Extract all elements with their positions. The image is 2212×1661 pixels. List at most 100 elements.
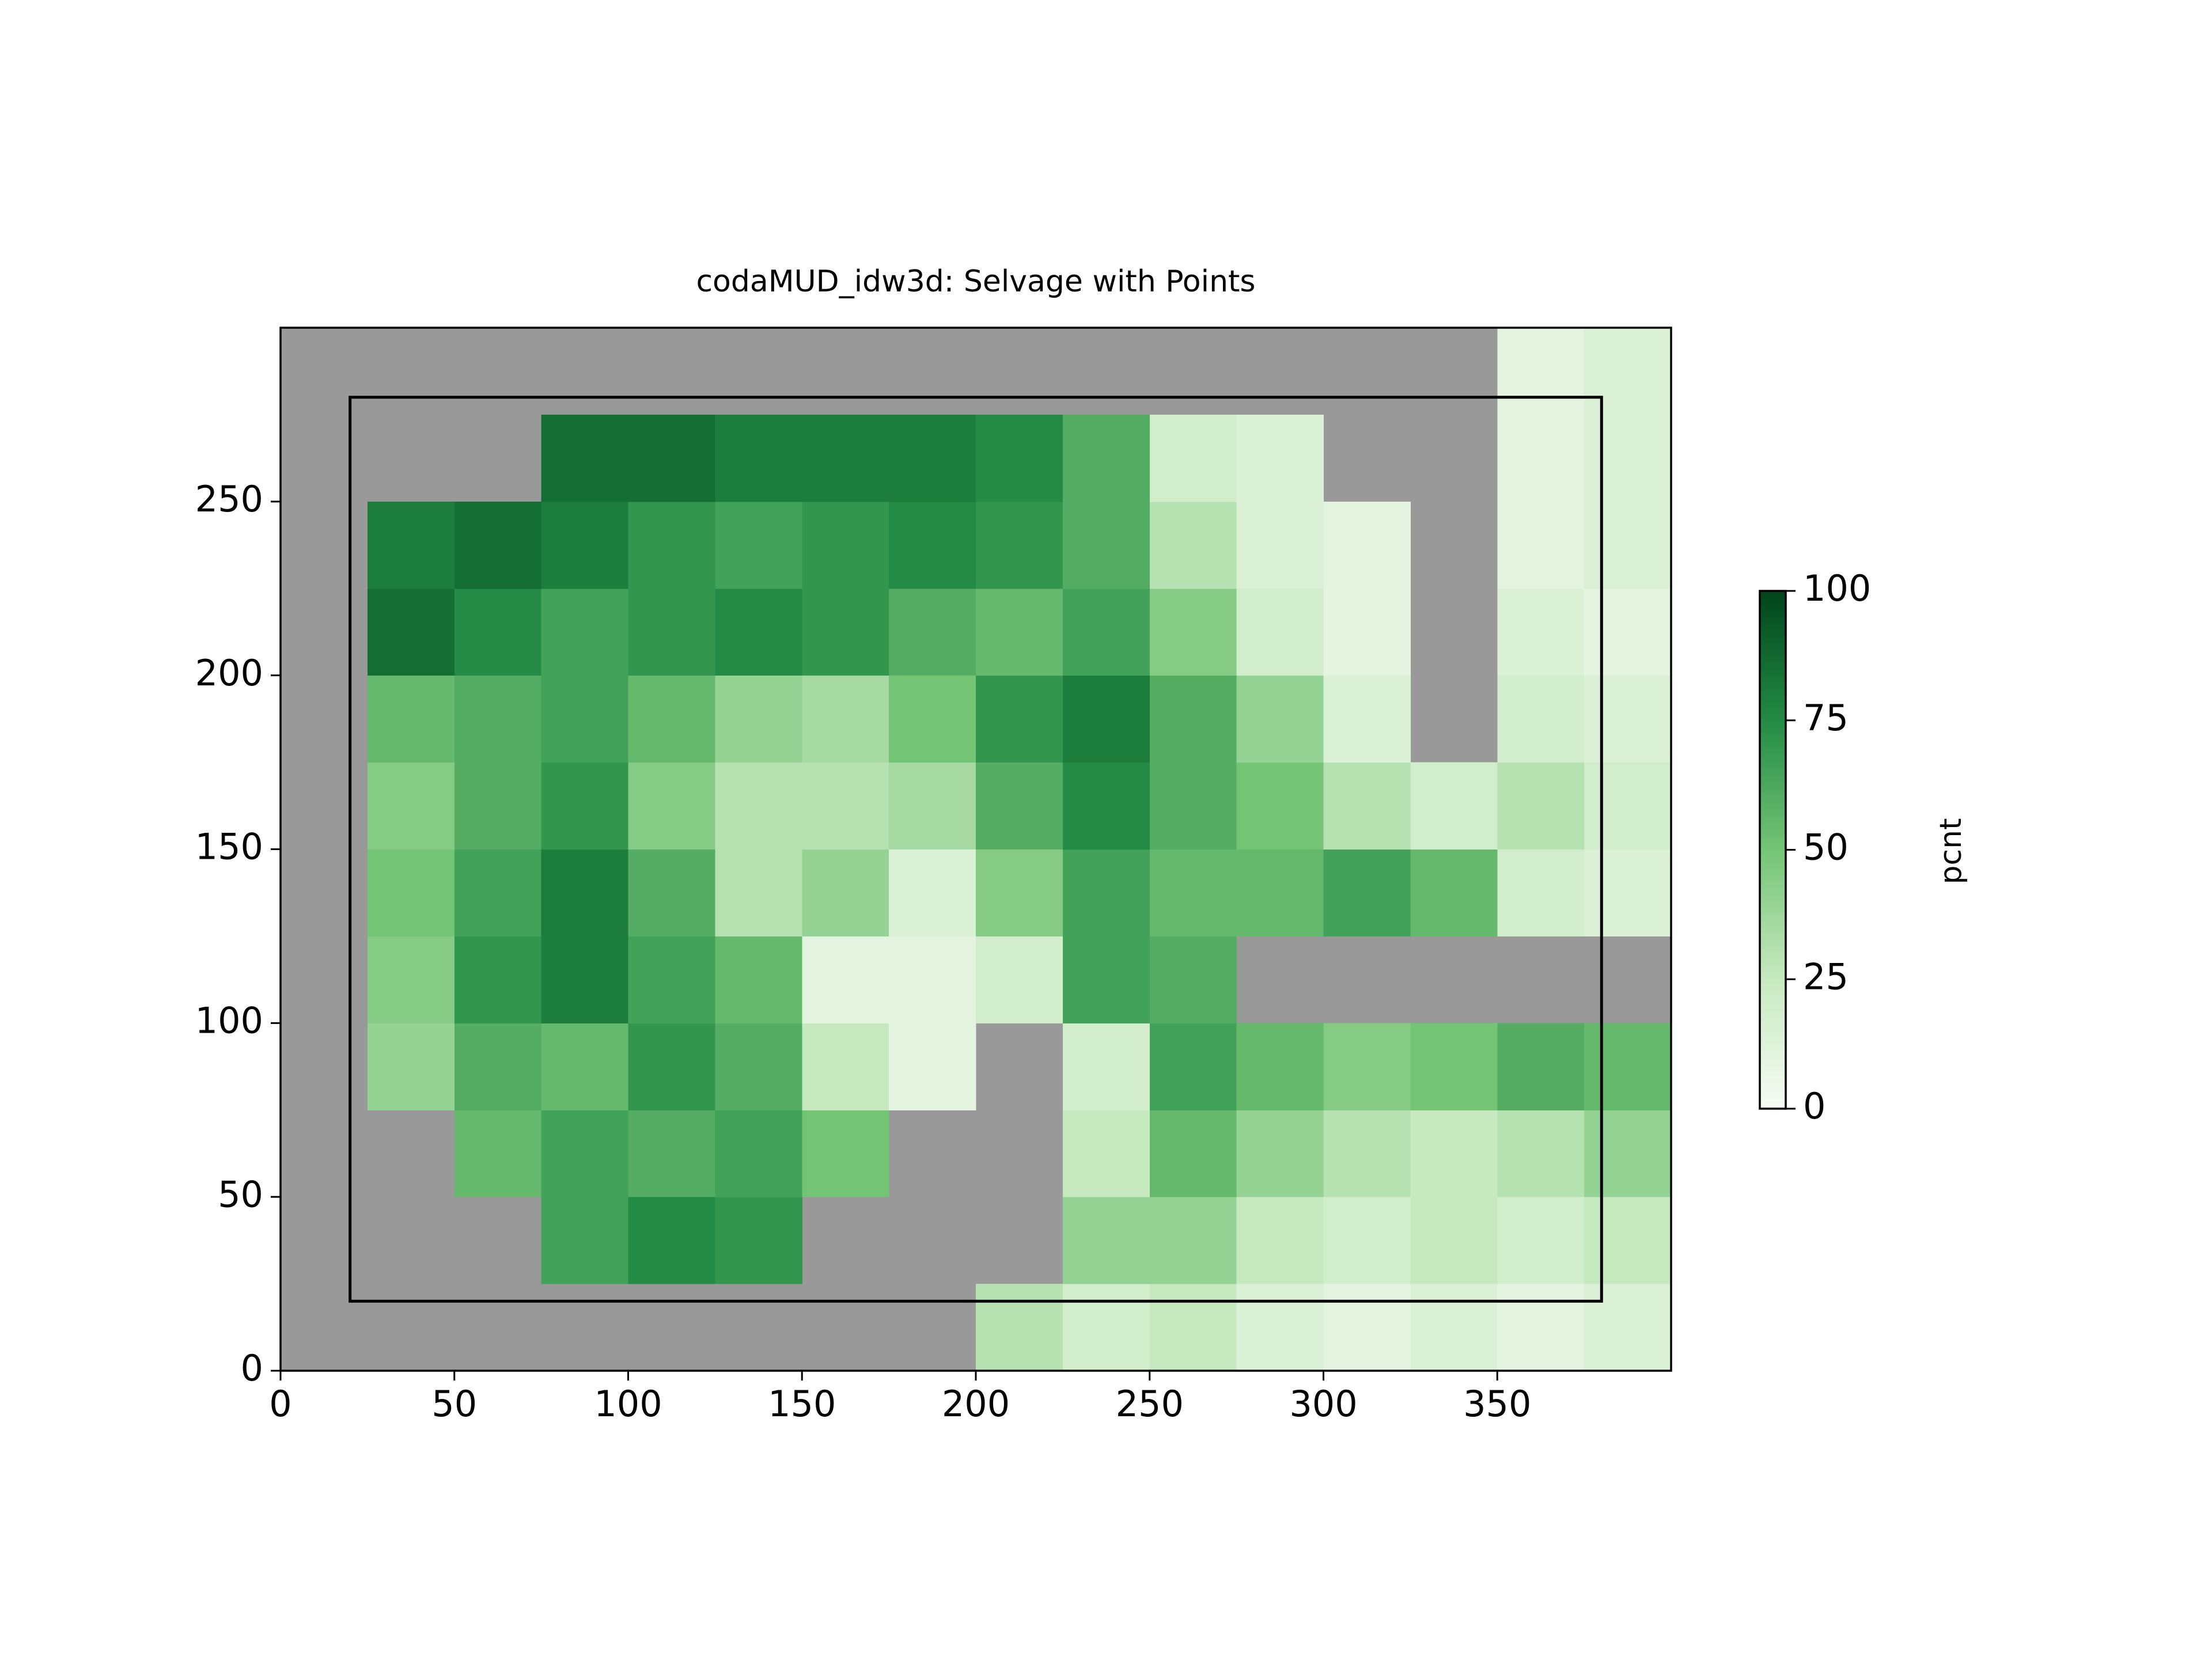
x-tick-label: 0 (269, 1383, 291, 1425)
heatmap-cell (1410, 762, 1498, 850)
heatmap-cell (1497, 501, 1585, 589)
heatmap-cell (715, 501, 802, 589)
heatmap-cell (802, 675, 889, 763)
heatmap-cell (1062, 501, 1150, 589)
heatmap-cell (1236, 588, 1324, 676)
heatmap-cell (1149, 675, 1237, 763)
chart-title: codaMUD_idw3d: Selvage with Points (696, 264, 1255, 299)
heatmap-cell (1149, 1284, 1237, 1371)
heatmap-cell (1236, 849, 1324, 936)
heatmap-cell (1062, 1023, 1150, 1110)
heatmap-cell (1062, 414, 1150, 502)
heatmap-cell (367, 936, 455, 1023)
heatmap-cell (1497, 1197, 1585, 1284)
heatmap-cell (541, 936, 628, 1023)
heatmap-cell (1236, 762, 1324, 850)
heatmap-cell (628, 1110, 715, 1197)
heatmap-cell (1497, 762, 1585, 850)
heatmap-cell (802, 1023, 889, 1110)
heatmap-cell (1584, 1110, 1672, 1197)
heatmap-cell (802, 414, 889, 502)
heatmap-cell (889, 936, 976, 1023)
y-tick-label: 150 (195, 826, 263, 868)
x-tick-label: 150 (768, 1383, 836, 1425)
heatmap-cell (1062, 675, 1150, 763)
colorbar-tick-label: 25 (1803, 955, 1849, 998)
heatmap-cell (1584, 849, 1672, 936)
heatmap-cell (1584, 328, 1672, 415)
heatmap-cell (628, 762, 715, 850)
y-tick-label: 0 (241, 1347, 263, 1389)
heatmap-cell (715, 762, 802, 850)
heatmap-cell (1236, 1110, 1324, 1197)
heatmap-cell (1149, 1110, 1237, 1197)
x-tick-label: 250 (1116, 1383, 1184, 1425)
x-tick-label: 100 (594, 1383, 662, 1425)
heatmap-cell (1323, 1284, 1411, 1371)
x-tick-label: 200 (942, 1383, 1010, 1425)
heatmap-cell (367, 849, 455, 936)
heatmap-cell (1236, 1197, 1324, 1284)
heatmap-cell (454, 675, 542, 763)
heatmap-cell (628, 1197, 715, 1284)
heatmap-cell (628, 675, 715, 763)
heatmap-cell (1584, 675, 1672, 763)
heatmap-cell (541, 675, 628, 763)
y-tick-label: 100 (195, 999, 263, 1041)
heatmap-cell (1323, 1023, 1411, 1110)
heatmap-cell (367, 762, 455, 850)
heatmap-cell (1323, 762, 1411, 850)
annotation-box (349, 396, 1603, 1303)
heatmap-cell (1323, 1110, 1411, 1197)
heatmap-cell (715, 1110, 802, 1197)
heatmap-cell (715, 936, 802, 1023)
heatmap-cell (802, 936, 889, 1023)
heatmap-cell (1410, 1284, 1498, 1371)
x-tick-label: 50 (431, 1383, 477, 1425)
heatmap-cell (628, 849, 715, 936)
heatmap-cell (715, 675, 802, 763)
heatmap-cell (889, 849, 976, 936)
heatmap-cell (1149, 936, 1237, 1023)
heatmap-cell (1497, 1023, 1585, 1110)
heatmap-cell (1062, 762, 1150, 850)
heatmap-cell (1497, 328, 1585, 415)
heatmap-cell (541, 501, 628, 589)
heatmap-cell (1062, 588, 1150, 676)
heatmap-cell (541, 762, 628, 850)
heatmap-cell (541, 588, 628, 676)
heatmap-cell (541, 1110, 628, 1197)
heatmap-cell (628, 1023, 715, 1110)
heatmap-cell (802, 1110, 889, 1197)
heatmap-cell (802, 762, 889, 850)
heatmap-cell (976, 501, 1063, 589)
heatmap-cell (367, 501, 455, 589)
heatmap-cell (1149, 414, 1237, 502)
heatmap-cell (976, 1284, 1063, 1371)
colorbar-tick-label: 50 (1803, 826, 1849, 869)
colorbar-label: pcnt (1934, 818, 1968, 885)
y-tick-label: 200 (195, 652, 263, 694)
heatmap-cell (628, 588, 715, 676)
heatmap-cell (1236, 1284, 1324, 1371)
heatmap-cell (976, 414, 1063, 502)
heatmap-cell (715, 1197, 802, 1284)
x-tick-label: 350 (1463, 1383, 1531, 1425)
heatmap-cell (889, 414, 976, 502)
heatmap-cell (889, 588, 976, 676)
heatmap-cell (1236, 1023, 1324, 1110)
heatmap-cell (1149, 1197, 1237, 1284)
heatmap-cell (1497, 1284, 1585, 1371)
y-tick-label: 250 (195, 478, 263, 520)
heatmap-cell (715, 588, 802, 676)
heatmap-cells (367, 328, 1672, 1371)
heatmap-cell (1497, 849, 1585, 936)
x-tick-label: 300 (1289, 1383, 1357, 1425)
heatmap-cell (367, 588, 455, 676)
heatmap-cell (889, 1023, 976, 1110)
heatmap-cell (1149, 501, 1237, 589)
heatmap-cell (1323, 675, 1411, 763)
heatmap-cell (454, 1110, 542, 1197)
